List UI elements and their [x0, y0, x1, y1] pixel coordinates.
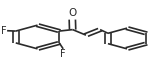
Text: F: F	[1, 26, 6, 36]
Text: F: F	[60, 49, 66, 59]
Text: O: O	[68, 8, 76, 18]
